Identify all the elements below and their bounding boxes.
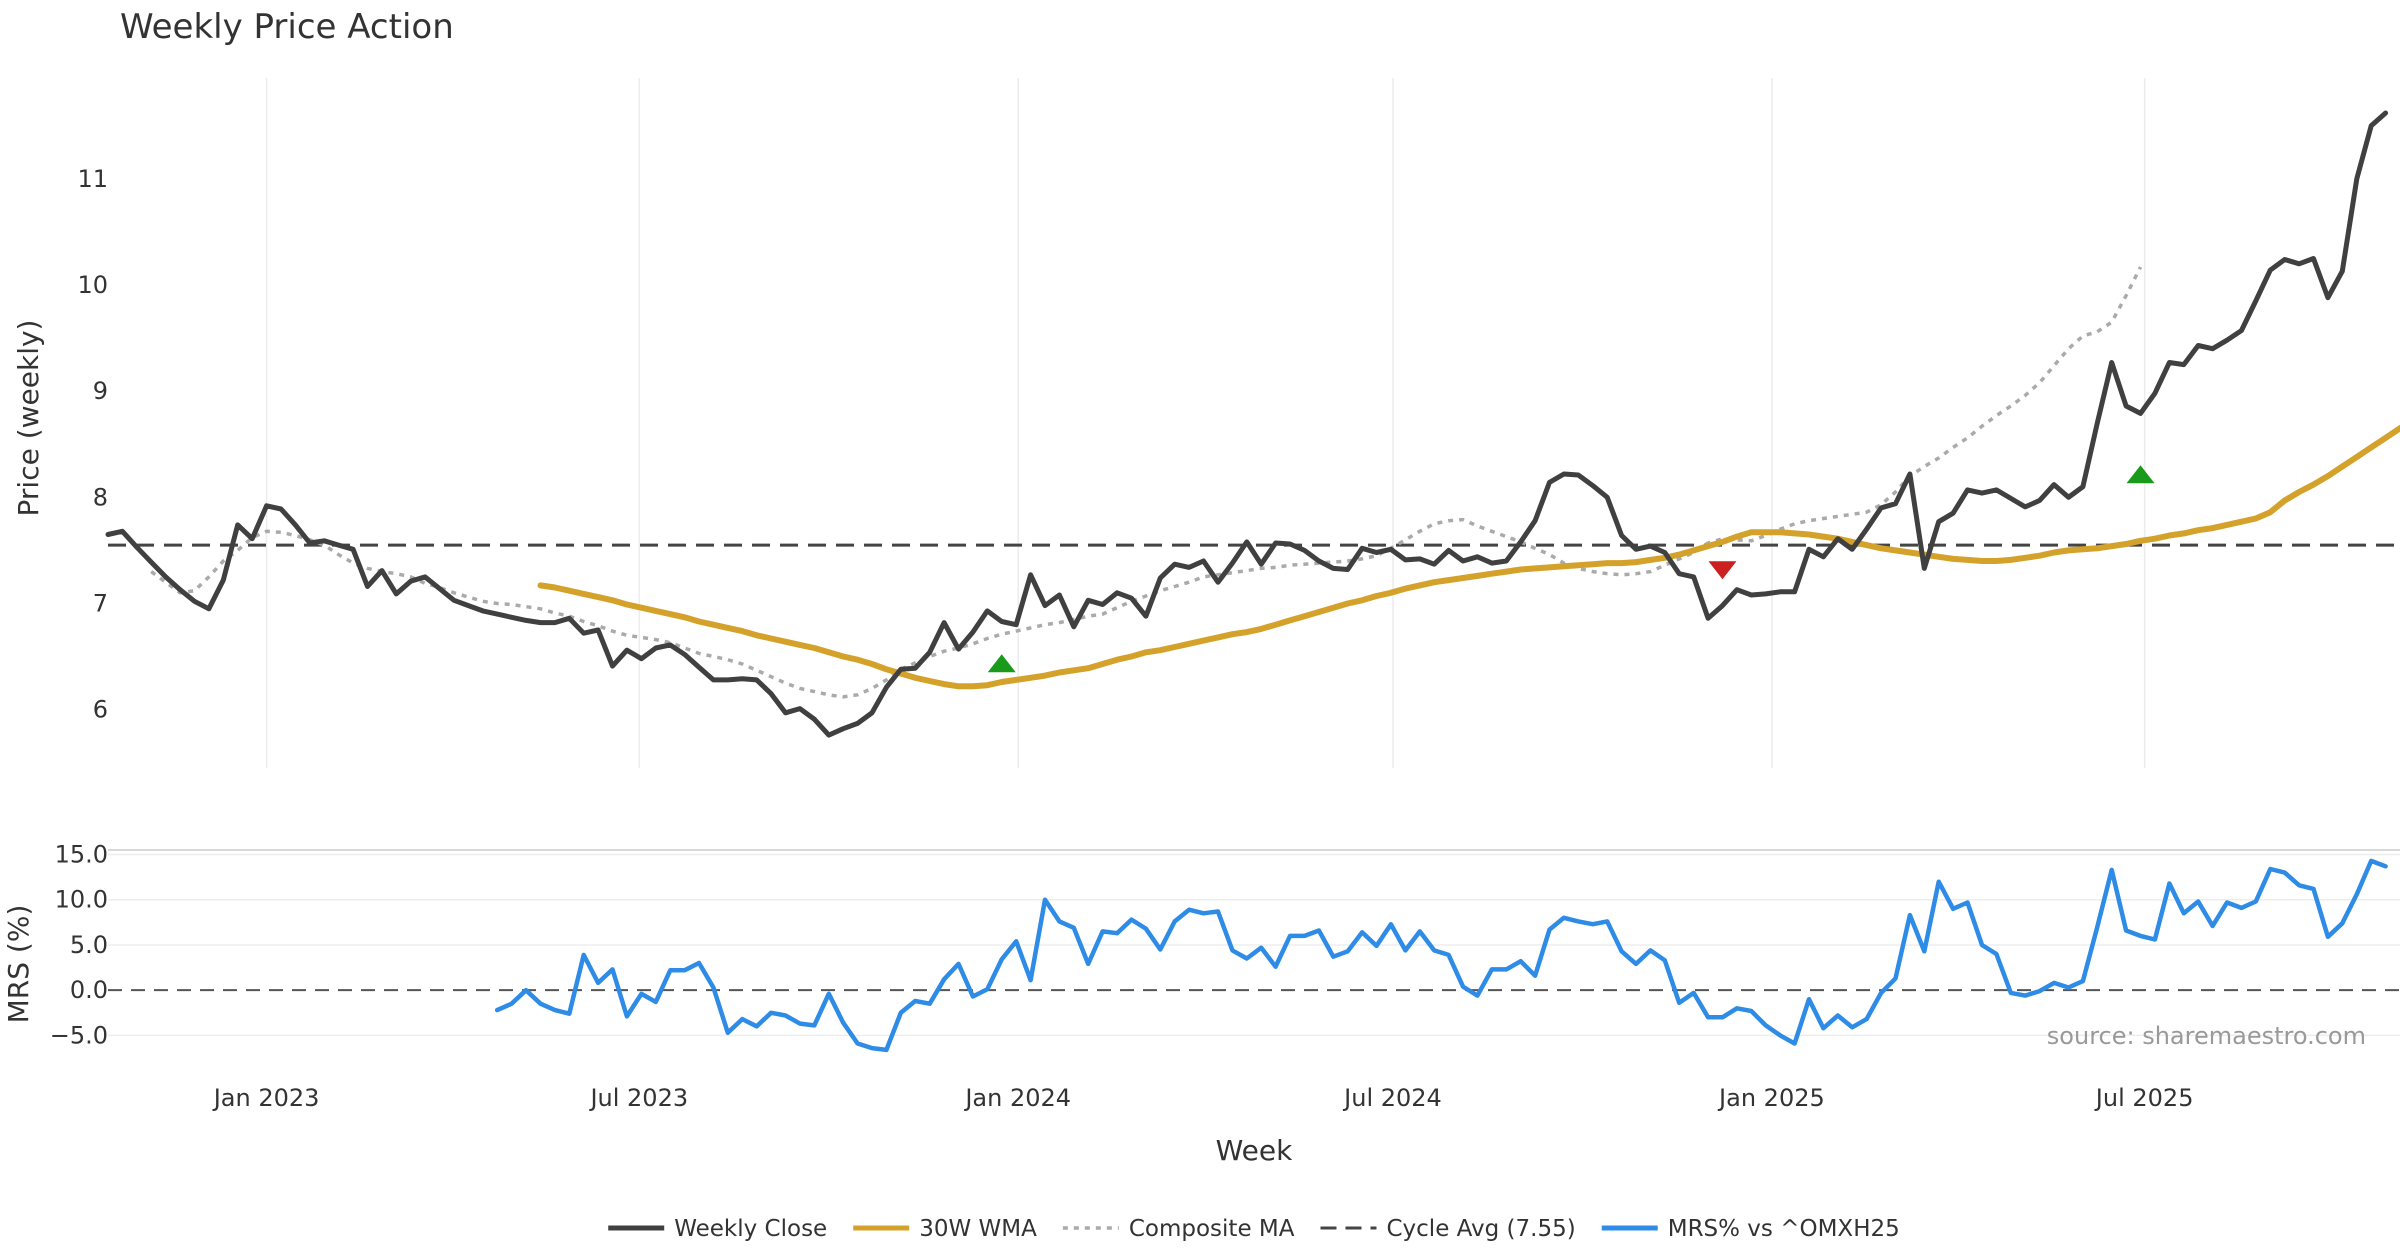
legend-item: 30W WMA: [853, 1216, 1037, 1242]
series-line-composite: [150, 266, 2143, 699]
legend-item: Weekly Close: [608, 1216, 827, 1242]
legend-item: Cycle Avg (7.55): [1320, 1216, 1576, 1242]
series-line-wma: [537, 424, 2400, 690]
mrs-y-tick-label: 0.0: [70, 976, 108, 1004]
mrs-series: [494, 858, 2388, 1053]
price-y-axis-label: Price (weekly): [12, 320, 45, 517]
price-y-tick-label: 6: [93, 696, 108, 724]
price-y-ticks: 6 7 8 9 10 11: [77, 165, 108, 724]
price-y-tick-label: 7: [93, 589, 108, 617]
mrs-y-ticks: −5.0 0.0 5.0 10.0 15.0: [50, 841, 108, 1050]
source-note: source: sharemaestro.com: [2047, 1022, 2366, 1050]
mrs-panel: −5.0 0.0 5.0 10.0 15.0 MRS (%) source: share…: [2, 841, 2400, 1053]
mrs-y-axis-label: MRS (%): [2, 905, 35, 1024]
buy-signal-marker: [2126, 465, 2155, 484]
price-panel: 6 7 8 9 10 11 Price (weekly): [12, 78, 2400, 768]
mrs-y-tick-label: −5.0: [50, 1021, 108, 1049]
x-tick-label: Jan 2024: [963, 1084, 1071, 1112]
series-line-mrs: [494, 858, 2388, 1053]
series-line-close: [105, 110, 2389, 738]
mrs-y-tick-label: 5.0: [70, 931, 108, 959]
legend-item: MRS% vs ^OMXH25: [1601, 1216, 1900, 1242]
mrs-y-tick-label: 15.0: [55, 841, 108, 869]
x-axis-label: Week: [1216, 1134, 1293, 1167]
x-tick-label: Jul 2023: [588, 1084, 688, 1112]
signal-markers: [987, 465, 2155, 673]
buy-signal-marker: [987, 654, 1016, 673]
sell-signal-marker: [1708, 561, 1737, 580]
legend-label: Cycle Avg (7.55): [1386, 1216, 1575, 1242]
x-axis-ticks: Jan 2023 Jul 2023 Jan 2024 Jul 2024 Jan 2025…: [212, 1084, 2194, 1112]
x-tick-label: Jan 2025: [1717, 1084, 1825, 1112]
price-gridlines: [265, 78, 2146, 768]
price-y-tick-label: 8: [93, 483, 108, 511]
x-tick-label: Jul 2025: [2094, 1084, 2194, 1112]
legend-item: Composite MA: [1062, 1216, 1295, 1242]
legend: Weekly Close 30W WMA Composite MA Cycle Avg…: [608, 1216, 1900, 1242]
legend-label: MRS% vs ^OMXH25: [1668, 1216, 1900, 1242]
x-tick-label: Jul 2024: [1342, 1084, 1442, 1112]
legend-label: Weekly Close: [674, 1216, 827, 1242]
price-y-tick-label: 10: [77, 271, 108, 299]
mrs-gridlines: [108, 853, 2400, 1037]
mrs-y-tick-label: 10.0: [55, 886, 108, 914]
legend-label: 30W WMA: [919, 1216, 1037, 1242]
price-y-tick-label: 11: [77, 165, 108, 193]
price-y-tick-label: 9: [93, 377, 108, 405]
price-series: [105, 110, 2400, 738]
chart-title: Weekly Price Action: [120, 7, 454, 47]
legend-label: Composite MA: [1129, 1216, 1295, 1242]
x-tick-label: Jan 2023: [212, 1084, 320, 1112]
